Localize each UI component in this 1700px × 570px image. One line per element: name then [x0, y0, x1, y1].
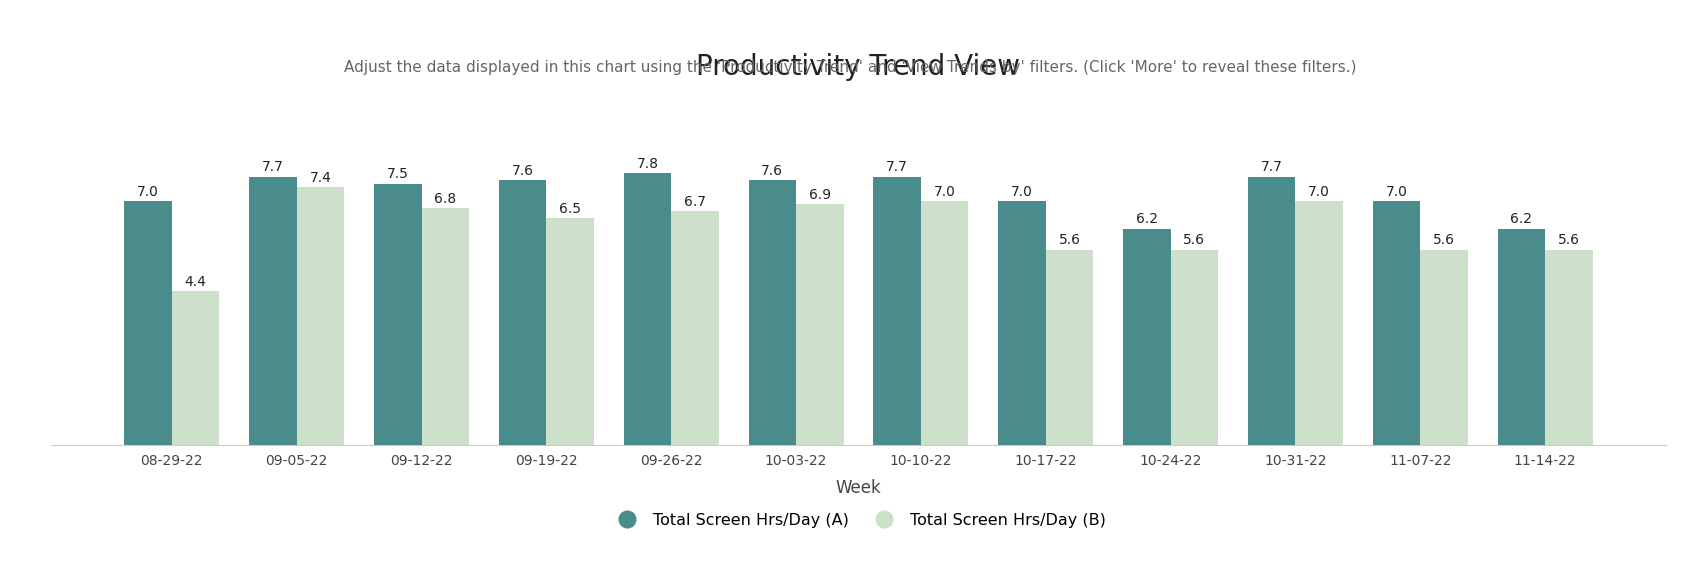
Text: 6.2: 6.2	[1136, 213, 1158, 226]
Text: 5.6: 5.6	[1433, 233, 1455, 247]
Text: 7.6: 7.6	[762, 164, 784, 178]
Bar	[672, 211, 719, 445]
Title: Productivity Trend View: Productivity Trend View	[697, 53, 1020, 81]
Text: 7.6: 7.6	[512, 164, 534, 178]
Text: 7.0: 7.0	[1309, 185, 1329, 198]
Bar	[1295, 201, 1343, 445]
Bar	[874, 177, 921, 445]
Text: 7.0: 7.0	[138, 185, 160, 198]
Bar	[1545, 250, 1593, 445]
Text: 6.8: 6.8	[434, 192, 456, 206]
Bar	[1046, 250, 1093, 445]
Text: 6.2: 6.2	[1510, 213, 1532, 226]
Bar	[624, 173, 672, 445]
Bar	[298, 187, 343, 445]
Bar	[1498, 229, 1545, 445]
Bar	[374, 184, 422, 445]
Bar	[1124, 229, 1171, 445]
X-axis label: Week: Week	[836, 479, 881, 498]
Text: 6.7: 6.7	[683, 195, 706, 209]
Text: 7.7: 7.7	[1261, 160, 1284, 174]
Bar	[546, 218, 593, 445]
Text: 7.7: 7.7	[886, 160, 908, 174]
Text: 7.5: 7.5	[388, 167, 408, 181]
Bar	[796, 205, 843, 445]
Text: 7.4: 7.4	[309, 170, 332, 185]
Bar	[124, 201, 172, 445]
Text: 7.0: 7.0	[933, 185, 955, 198]
Text: 6.5: 6.5	[559, 202, 581, 216]
Bar	[921, 201, 969, 445]
Bar	[172, 291, 219, 445]
Legend: Total Screen Hrs/Day (A), Total Screen Hrs/Day (B): Total Screen Hrs/Day (A), Total Screen H…	[604, 505, 1114, 536]
Text: 5.6: 5.6	[1557, 233, 1579, 247]
Bar	[1374, 201, 1420, 445]
Text: 7.0: 7.0	[1386, 185, 1408, 198]
Bar	[748, 180, 796, 445]
Text: 5.6: 5.6	[1059, 233, 1081, 247]
Bar	[498, 180, 546, 445]
Text: 7.8: 7.8	[636, 157, 658, 171]
Bar	[422, 208, 469, 445]
Bar	[1248, 177, 1295, 445]
Text: 7.0: 7.0	[1012, 185, 1034, 198]
Text: 7.7: 7.7	[262, 160, 284, 174]
Bar	[1420, 250, 1467, 445]
Text: 4.4: 4.4	[185, 275, 206, 289]
Bar	[998, 201, 1046, 445]
Bar	[250, 177, 298, 445]
Bar	[1171, 250, 1219, 445]
Text: 6.9: 6.9	[809, 188, 831, 202]
Text: 5.6: 5.6	[1183, 233, 1205, 247]
Text: Adjust the data displayed in this chart using the 'Productivity Trend' and 'View: Adjust the data displayed in this chart …	[343, 60, 1357, 75]
